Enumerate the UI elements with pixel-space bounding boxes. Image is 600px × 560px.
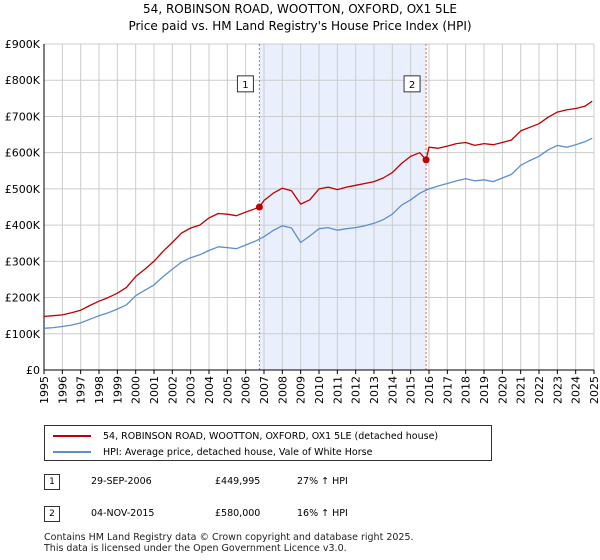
sale-date: 04-NOV-2015 [91,508,155,519]
x-tick-label: 2019 [478,376,491,404]
sale-box [236,75,254,93]
legend-item-property: 54, ROBINSON ROAD, WOOTTON, OXFORD, OX1 … [53,428,438,444]
sale-point [422,156,430,164]
chart-legend: 54, ROBINSON ROAD, WOOTTON, OXFORD, OX1 … [44,425,492,461]
y-tick-label: £900K [5,38,41,51]
x-tick-label: 2022 [533,376,546,404]
y-tick-label: £500K [5,183,41,196]
y-tick-label: £100K [5,328,41,341]
sale-marker-badge: 2 [44,506,60,522]
x-tick-label: 1995 [38,376,51,404]
x-tick-label: 2007 [258,376,271,404]
y-tick-label: £600K [5,147,41,160]
x-tick-label: 2012 [350,376,363,404]
x-tick-label: 1997 [75,376,88,404]
chart-title: 54, ROBINSON ROAD, WOOTTON, OXFORD, OX1 … [143,2,457,16]
y-tick-label: £700K [5,110,41,123]
sale-row-2: 2 04-NOV-2015 £580,000 16% ↑ HPI [44,506,444,524]
x-tick-label: 1999 [111,376,124,404]
x-tick-label: 1996 [56,376,69,404]
x-tick-label: 2021 [515,376,528,404]
sale-price: £580,000 [215,508,261,519]
x-tick-label: 1998 [93,376,106,404]
series-line-hpi [43,137,593,329]
sale-date: 29-SEP-2006 [91,476,152,487]
x-tick-label: 2024 [570,376,583,404]
x-tick-label: 2025 [588,376,600,404]
sale-box-label: 2 [409,80,415,91]
x-tick-label: 2023 [551,376,564,404]
legend-swatch-property [53,435,91,437]
x-tick-label: 2014 [386,376,399,404]
x-tick-label: 2001 [148,376,161,404]
y-tick-label: £400K [5,219,41,232]
x-tick-label: 2002 [166,376,179,404]
y-tick-label: £800K [5,74,41,87]
series-line-property [43,100,593,318]
price-chart: £0 £100K £200K £300K £400K £500K £600K £700K £80… [5,38,600,404]
legend-label-property: 54, ROBINSON ROAD, WOOTTON, OXFORD, OX1 … [103,430,439,442]
y-tick-label: £300K [5,255,41,268]
x-tick-label: 2006 [240,376,253,404]
chart-subtitle: Price paid vs. HM Land Registry's House … [128,19,472,33]
footer-copyright: Contains HM Land Registry data © Crown c… [44,532,414,543]
x-tick-label: 2010 [313,376,326,404]
y-tick-label: £0 [26,364,40,377]
legend-label-hpi: HPI: Average price, detached house, Vale… [103,446,373,458]
x-tick-label: 2009 [295,376,308,404]
x-tick-label: 2000 [130,376,143,404]
x-tick-label: 2004 [203,376,216,404]
x-tick-label: 2018 [460,376,473,404]
sale-hpi-change: 27% ↑ HPI [297,476,348,487]
sale-row-1: 1 29-SEP-2006 £449,995 27% ↑ HPI [44,474,444,492]
x-tick-label: 2003 [185,376,198,404]
sale-period-shading [259,44,427,370]
sale-box-label: 1 [242,80,248,91]
x-tick-label: 2016 [423,376,436,404]
sale-price: £449,995 [215,476,261,487]
x-tick-label: 2011 [331,376,344,404]
x-tick-label: 2017 [441,376,454,404]
legend-item-hpi: HPI: Average price, detached house, Vale… [53,444,372,460]
legend-swatch-hpi [53,451,91,453]
x-tick-label: 2013 [368,376,381,404]
footer-license: This data is licensed under the Open Gov… [44,543,347,554]
x-tick-label: 2005 [221,376,234,404]
sale-marker-badge: 1 [44,474,60,490]
x-tick-label: 2020 [496,376,509,404]
x-tick-label: 2015 [405,376,418,404]
y-tick-label: £200K [5,292,41,305]
sale-point [255,203,263,211]
sale-hpi-change: 16% ↑ HPI [297,508,348,519]
x-tick-label: 2008 [276,376,289,404]
sale-box [403,75,421,93]
